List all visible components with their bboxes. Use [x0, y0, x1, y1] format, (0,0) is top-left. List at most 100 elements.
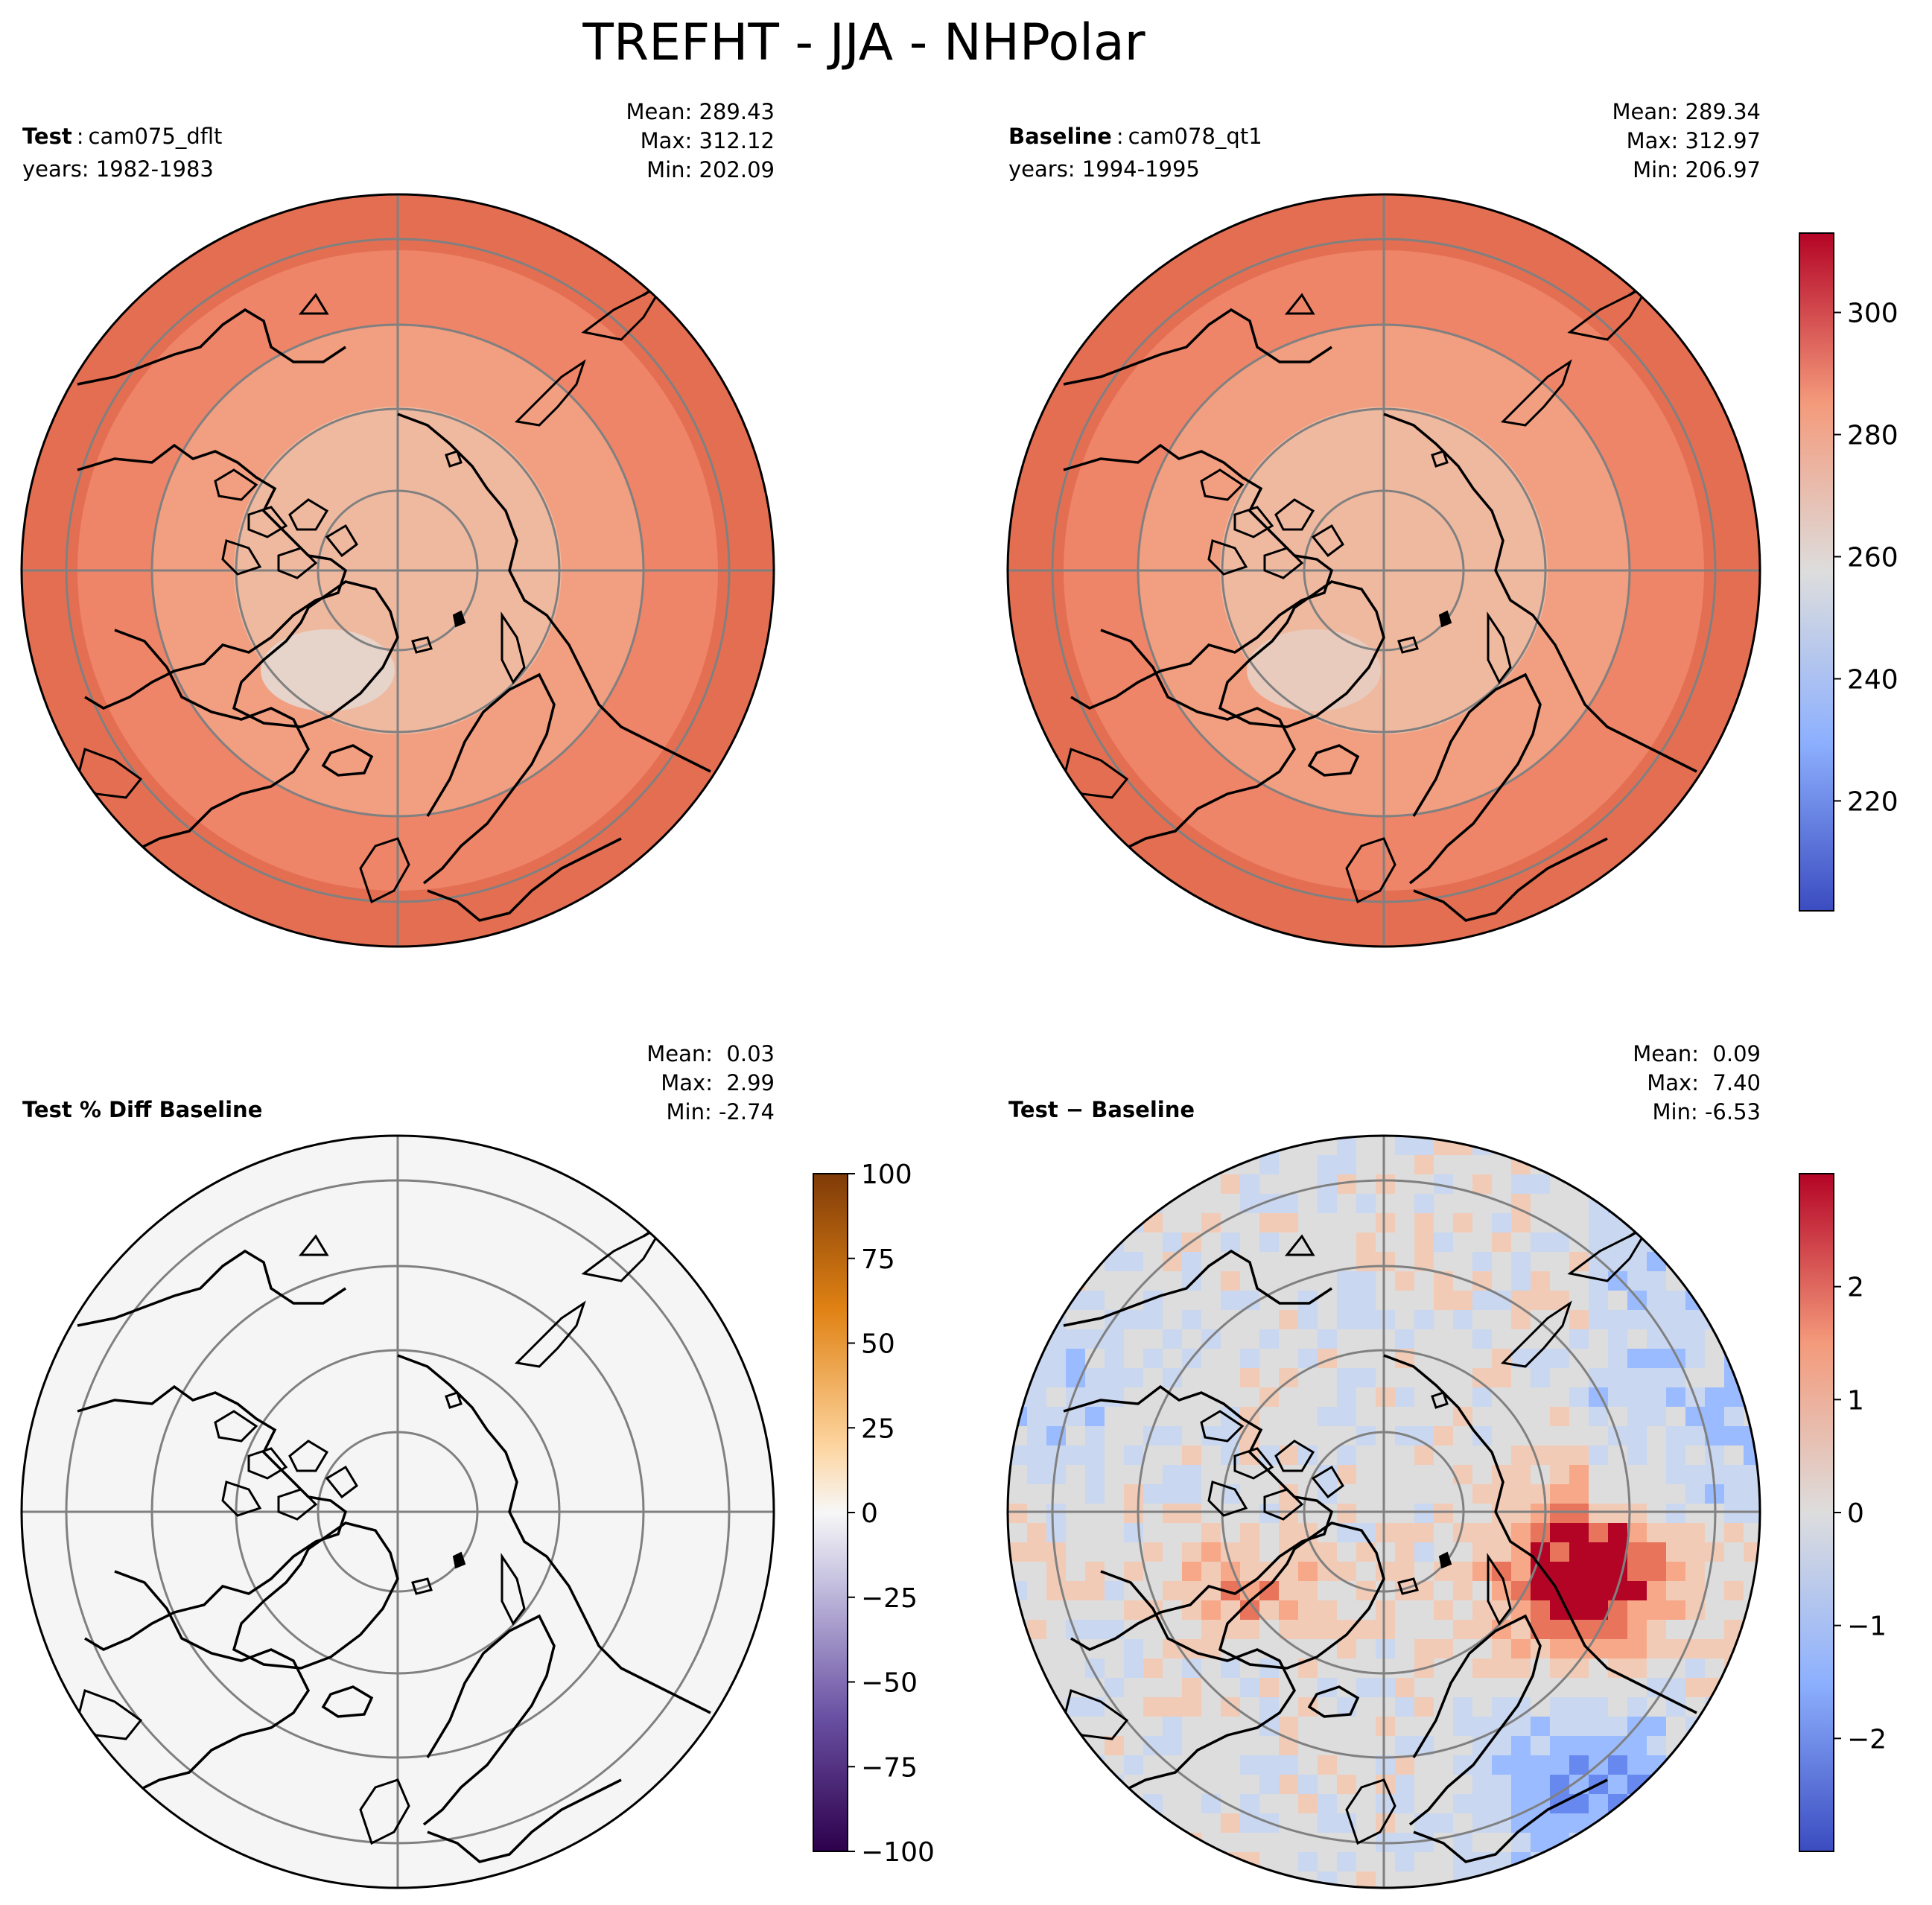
diff-grid-cell: [1259, 1349, 1279, 1368]
diff-grid-cell: [1182, 1484, 1201, 1504]
diff-grid-cell: [1008, 1136, 1027, 1155]
diff-grid-cell: [1395, 1213, 1414, 1233]
diff-grid-cell: [1298, 1504, 1318, 1523]
diff-grid-cell: [1511, 1271, 1531, 1291]
diff-grid-cell: [1414, 1542, 1434, 1562]
diff-grid-cell: [1027, 1291, 1046, 1310]
diff-grid-cell: [1666, 1174, 1685, 1194]
diff-grid-cell: [1182, 1252, 1201, 1271]
diff-grid-cell: [1337, 1775, 1356, 1794]
diff-grid-cell: [1744, 1484, 1760, 1504]
diff-grid-cell: [1105, 1329, 1124, 1349]
diff-colorbar-tick-label: −1: [1847, 1612, 1887, 1642]
diff-grid-cell: [1434, 1620, 1453, 1639]
diff-grid-cell: [1414, 1639, 1434, 1658]
diff-grid-cell: [1046, 1136, 1066, 1155]
diff-grid-cell: [1318, 1252, 1337, 1271]
diff-grid-cell: [1627, 1852, 1647, 1871]
diff-grid-cell: [1318, 1833, 1337, 1852]
diff-grid-cell: [1434, 1155, 1453, 1174]
diff-grid-cell: [1376, 1697, 1395, 1717]
diff-grid-cell: [1550, 1349, 1569, 1368]
diff-grid-cell: [1492, 1329, 1511, 1349]
diff-grid-cell: [1163, 1446, 1182, 1465]
diff-grid-cell: [1182, 1678, 1201, 1697]
diff-grid-cell: [1221, 1349, 1240, 1368]
diff-grid-cell: [1105, 1794, 1124, 1813]
diff-grid-cell: [1259, 1310, 1279, 1329]
diff-grid-cell: [1608, 1813, 1627, 1833]
diff-grid-cell: [1201, 1542, 1221, 1562]
diff-grid-cell: [1105, 1349, 1124, 1368]
diff-grid-cell: [1434, 1387, 1453, 1407]
diff-grid-cell: [1163, 1717, 1182, 1736]
diff-grid-cell: [1492, 1155, 1511, 1174]
diff-grid-cell: [1279, 1310, 1298, 1329]
panel-pctdiff: Test % Diff Baseline Mean: 0.03 Max: 2.9…: [20, 1041, 775, 1889]
diff-grid-cell: [1240, 1678, 1259, 1697]
diff-grid-cell: [1124, 1852, 1143, 1871]
diff-grid-cell: [1569, 1387, 1589, 1407]
diff-grid-cell: [1472, 1504, 1492, 1523]
diff-grid-cell: [1627, 1465, 1647, 1484]
diff-grid-cell: [1008, 1523, 1027, 1542]
diff-colorbar-tick-label: −2: [1847, 1724, 1887, 1755]
diff-grid-cell: [1008, 1349, 1027, 1368]
diff-grid-cell: [1647, 1833, 1666, 1852]
diff-grid-cell: [1647, 1136, 1666, 1155]
diff-grid-cell: [1472, 1233, 1492, 1252]
diff-grid-cell: [1337, 1755, 1356, 1775]
diff-grid-cell: [1414, 1620, 1434, 1639]
diff-grid-cell: [1318, 1407, 1337, 1426]
diff-grid-cell: [1376, 1368, 1395, 1387]
diff-grid-cell: [1724, 1155, 1744, 1174]
diff-grid-cell: [1705, 1233, 1724, 1252]
diff-grid-cell: [1240, 1387, 1259, 1407]
diff-grid-cell: [1008, 1484, 1027, 1504]
diff-grid-cell: [1066, 1329, 1085, 1349]
pctdiff-colorbar-tick-label: −75: [861, 1752, 918, 1783]
diff-grid-cell: [1259, 1833, 1279, 1852]
diff-grid-cell: [1163, 1658, 1182, 1678]
diff-grid-cell: [1376, 1504, 1395, 1523]
diff-grid-cell: [1279, 1504, 1298, 1523]
diff-grid-cell: [1337, 1387, 1356, 1407]
diff-grid-cell: [1008, 1600, 1027, 1620]
diff-grid-cell: [1395, 1736, 1414, 1755]
diff-grid-cell: [1337, 1194, 1356, 1213]
diff-grid-cell: [1046, 1523, 1066, 1542]
diff-grid-cell: [1666, 1155, 1685, 1174]
diff-grid-cell: [1259, 1542, 1279, 1562]
diff-grid-cell: [1105, 1426, 1124, 1446]
diff-grid-cell: [1550, 1562, 1569, 1581]
diff-grid-cell: [1298, 1755, 1318, 1775]
diff-grid-cell: [1531, 1717, 1550, 1736]
diff-grid-cell: [1008, 1736, 1027, 1755]
diff-grid-cell: [1472, 1658, 1492, 1678]
diff-grid-cell: [1221, 1233, 1240, 1252]
diff-grid-cell: [1511, 1639, 1531, 1658]
diff-grid-cell: [1685, 1755, 1705, 1775]
diff-grid-cell: [1027, 1794, 1046, 1813]
diff-grid-cell: [1240, 1736, 1259, 1755]
diff-grid-cell: [1046, 1775, 1066, 1794]
diff-grid-cell: [1008, 1658, 1027, 1678]
panel-test: Test: cam075_dflt years: 1982-1983 Mean: …: [20, 99, 775, 948]
diff-grid-cell: [1434, 1794, 1453, 1813]
diff-grid-cell: [1492, 1504, 1511, 1523]
diff-grid-cell: [1337, 1349, 1356, 1368]
diff-grid-cell: [1337, 1291, 1356, 1310]
diff-grid-cell: [1221, 1194, 1240, 1213]
diff-grid-cell: [1569, 1523, 1589, 1542]
diff-grid-cell: [1531, 1504, 1550, 1523]
diff-grid-cell: [1744, 1136, 1760, 1155]
diff-grid-cell: [1492, 1794, 1511, 1813]
diff-grid-cell: [1685, 1484, 1705, 1504]
diff-grid-cell: [1318, 1194, 1337, 1213]
diff-grid-cell: [1666, 1581, 1685, 1600]
diff-grid-cell: [1627, 1446, 1647, 1465]
diff-grid-cell: [1627, 1639, 1647, 1658]
diff-grid-cell: [1531, 1833, 1550, 1852]
diff-grid-cell: [1240, 1504, 1259, 1523]
diff-grid-cell: [1066, 1871, 1085, 1888]
